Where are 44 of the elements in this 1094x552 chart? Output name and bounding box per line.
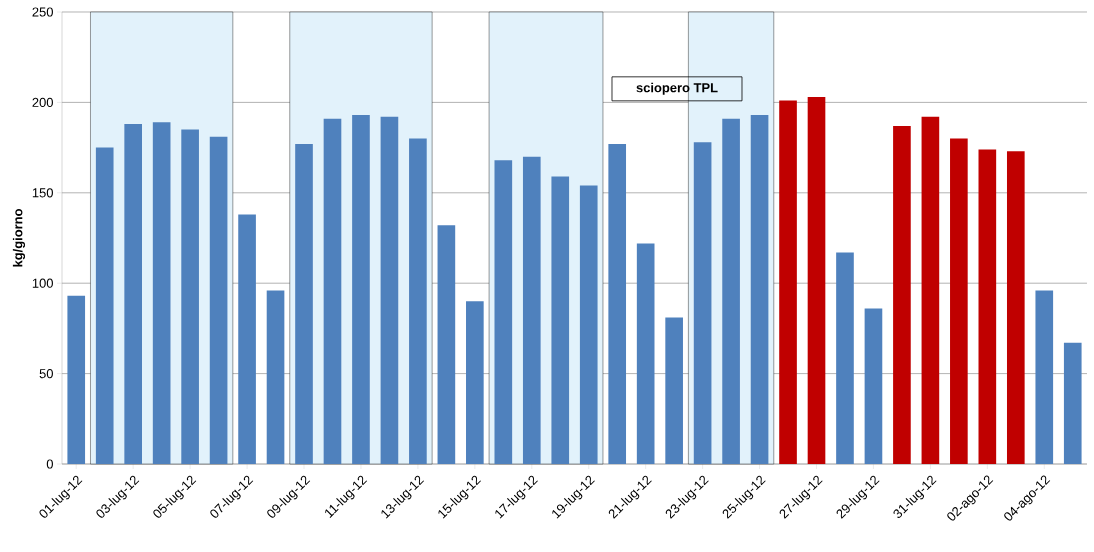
bar [864,308,883,464]
y-tick-label: 100 [32,278,53,288]
bar [636,243,655,464]
bar [266,290,285,464]
y-tick-label: 0 [46,459,53,469]
bar [352,115,370,464]
bar [836,252,854,464]
bar [466,301,484,464]
bar [750,115,769,464]
bar [295,143,313,464]
bar [1006,151,1025,464]
bar [323,118,342,464]
bar [181,129,199,464]
bar [209,136,228,464]
y-axis-title: kg/giorno [12,209,26,267]
bar [807,96,826,464]
bar [380,116,399,464]
annotation: sciopero TPL [636,82,718,95]
bar [95,147,114,464]
bar [152,122,171,464]
bar [437,225,456,464]
bar [693,142,712,464]
bar [722,118,740,464]
bar [608,143,627,464]
y-tick-label: 50 [39,369,53,379]
bar [1063,342,1082,464]
bar [238,214,256,464]
bar [67,295,86,464]
bar [978,149,997,464]
bar [779,100,797,464]
bar [522,156,541,464]
bar [551,176,570,464]
bar [579,185,598,464]
y-tick-label: 250 [32,7,53,17]
bar [409,138,427,464]
bar [950,138,968,464]
bar [494,160,513,464]
bar [921,116,940,464]
y-tick-label: 150 [32,188,53,198]
y-tick-label: 200 [32,97,53,107]
bar [665,317,683,464]
bar [124,124,142,464]
bar [1035,290,1054,464]
bar [893,125,911,464]
